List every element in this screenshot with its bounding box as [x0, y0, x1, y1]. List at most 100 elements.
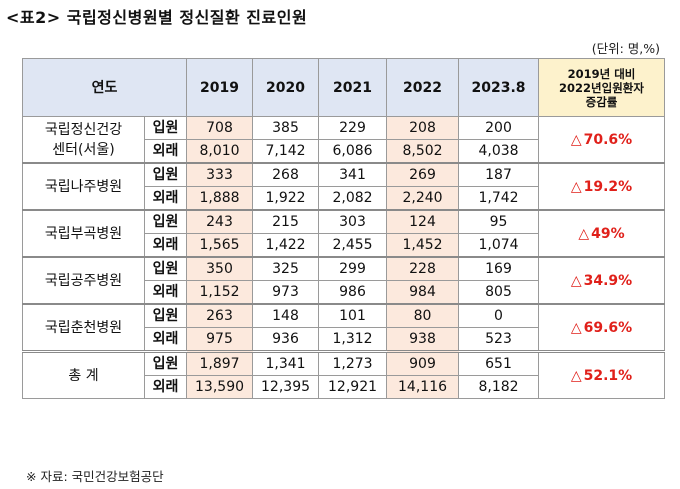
inpatient-value: 200	[458, 116, 540, 140]
outpatient-value: 13,590	[186, 375, 254, 399]
inpatient-value: 187	[458, 162, 540, 187]
inpatient-value: 1,341	[252, 350, 320, 376]
inpatient-value: 229	[318, 116, 388, 140]
table-row: 국립정신건강 센터(서울) 입원 708 385 229 208 200 △ 70.6%	[22, 116, 666, 164]
inpatient-label: 입원	[143, 256, 188, 281]
outpatient-value: 986	[318, 280, 388, 305]
hospital-name: 국립춘천병원	[22, 303, 145, 352]
change-rate-value: 49%	[591, 225, 625, 242]
table-row: 외래 975 936 1,312 938 523	[23, 327, 665, 352]
header-change-line: 2019년 대비	[567, 66, 636, 81]
hospital-name-line: 국립나주병원	[44, 178, 123, 195]
hospital-name-line: 국립공주병원	[44, 272, 123, 289]
hospital-name: 국립공주병원	[22, 256, 145, 305]
table-row: 국립부곡병원 입원 243 215 303 124 95 △ 49%	[22, 209, 666, 258]
outpatient-label: 외래	[143, 139, 188, 164]
outpatient-value: 1,742	[458, 186, 540, 211]
inpatient-value: 708	[186, 116, 254, 140]
inpatient-value: 303	[318, 209, 388, 234]
outpatient-value: 4,038	[458, 139, 540, 164]
outpatient-value: 936	[252, 327, 320, 352]
header-year-2022: 2022	[386, 58, 460, 117]
header-year-2019: 2019	[186, 58, 254, 117]
hospital-name-line: 국립춘천병원	[44, 319, 123, 336]
header-year-2023: 2023.8	[458, 58, 540, 117]
table-row: 외래 1,152 973 986 984 805	[23, 280, 665, 305]
outpatient-value: 2,240	[386, 186, 460, 211]
inpatient-value: 341	[318, 162, 388, 187]
inpatient-value: 350	[186, 256, 254, 281]
inpatient-value: 243	[186, 209, 254, 234]
inpatient-value: 0	[458, 303, 540, 328]
outpatient-value: 805	[458, 280, 540, 305]
hospital-name-line: 센터(서울)	[52, 141, 115, 158]
decrease-triangle-icon: △	[570, 131, 582, 148]
inpatient-value: 1,897	[186, 350, 254, 376]
decrease-triangle-icon: △	[570, 178, 582, 195]
inpatient-label: 입원	[143, 209, 188, 234]
source-note: ※ 자료: 국민건강보험공단	[26, 469, 164, 484]
hospital-name-line: 총 계	[68, 367, 99, 384]
change-rate-value: 19.2%	[583, 178, 633, 195]
change-rate-value: 69.6%	[583, 319, 633, 336]
inpatient-value: 268	[252, 162, 320, 187]
change-rate: △ 34.9%	[538, 256, 666, 305]
header-change-rate: 2019년 대비 2022년입원환자 증감률	[538, 58, 666, 117]
outpatient-label: 외래	[143, 233, 188, 258]
inpatient-value: 208	[386, 116, 460, 140]
inpatient-label: 입원	[143, 162, 188, 187]
inpatient-value: 169	[458, 256, 540, 281]
header-category: 연도	[21, 58, 188, 117]
table-row: 외래 1,888 1,922 2,082 2,240 1,742	[23, 186, 665, 211]
unit-label: (단위: 명,%)	[591, 41, 660, 56]
inpatient-value: 101	[318, 303, 388, 328]
change-rate: △ 49%	[538, 209, 666, 258]
outpatient-value: 1,422	[252, 233, 320, 258]
table-row: 총 계 입원 1,897 1,341 1,273 909 651 △ 52.1%	[22, 350, 666, 399]
change-rate: △ 69.6%	[538, 303, 666, 352]
outpatient-value: 523	[458, 327, 540, 352]
change-rate-value: 34.9%	[583, 272, 633, 289]
inpatient-value: 124	[386, 209, 460, 234]
outpatient-value: 1,452	[386, 233, 460, 258]
inpatient-label: 입원	[143, 303, 188, 328]
hospital-name: 국립정신건강 센터(서울)	[22, 116, 145, 164]
inpatient-value: 385	[252, 116, 320, 140]
inpatient-label: 입원	[143, 116, 188, 140]
outpatient-value: 1,074	[458, 233, 540, 258]
outpatient-value: 8,182	[458, 375, 540, 399]
header-year-2021: 2021	[318, 58, 388, 117]
outpatient-value: 975	[186, 327, 254, 352]
inpatient-value: 263	[186, 303, 254, 328]
patients-table: 연도 2019 2020 2021 2022 2023.8 2019년 대비 2…	[21, 58, 666, 399]
outpatient-value: 1,922	[252, 186, 320, 211]
decrease-triangle-icon: △	[570, 319, 582, 336]
outpatient-value: 2,455	[318, 233, 388, 258]
inpatient-value: 228	[386, 256, 460, 281]
outpatient-label: 외래	[143, 327, 188, 352]
inpatient-value: 651	[458, 350, 540, 376]
outpatient-value: 6,086	[318, 139, 388, 164]
outpatient-value: 1,312	[318, 327, 388, 352]
table-row: 국립춘천병원 입원 263 148 101 80 0 △ 69.6%	[22, 303, 666, 352]
inpatient-value: 299	[318, 256, 388, 281]
table-row: 외래 13,590 12,395 12,921 14,116 8,182	[23, 375, 665, 399]
outpatient-value: 12,921	[318, 375, 388, 399]
outpatient-value: 938	[386, 327, 460, 352]
inpatient-value: 909	[386, 350, 460, 376]
outpatient-value: 8,010	[186, 139, 254, 164]
hospital-name: 국립나주병원	[22, 162, 145, 211]
header-year-2020: 2020	[252, 58, 320, 117]
hospital-name-line: 국립부곡병원	[44, 225, 123, 242]
outpatient-value: 1,565	[186, 233, 254, 258]
total-label: 총 계	[22, 350, 145, 399]
table-row: 외래 8,010 7,142 6,086 8,502 4,038	[23, 139, 665, 164]
inpatient-value: 333	[186, 162, 254, 187]
outpatient-value: 14,116	[386, 375, 460, 399]
inpatient-value: 1,273	[318, 350, 388, 376]
outpatient-value: 1,888	[186, 186, 254, 211]
outpatient-value: 984	[386, 280, 460, 305]
decrease-triangle-icon: △	[570, 367, 582, 384]
table-row: 국립공주병원 입원 350 325 299 228 169 △ 34.9%	[22, 256, 666, 305]
change-rate: △ 52.1%	[538, 350, 666, 399]
